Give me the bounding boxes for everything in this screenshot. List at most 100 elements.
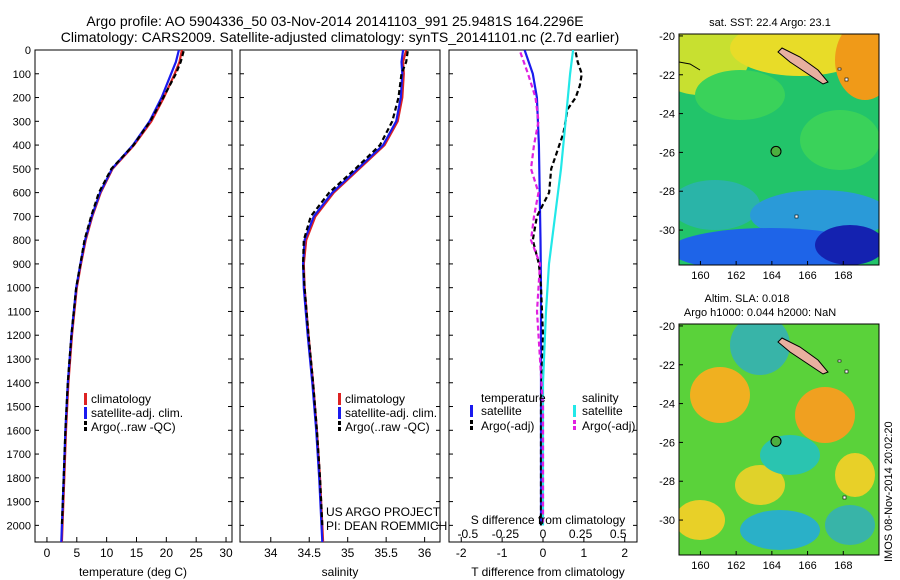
sst-warm-patch: [730, 34, 870, 76]
x-tick-label: 168: [834, 270, 852, 282]
sla-high-patch: [795, 387, 855, 443]
x-tick-label: 25: [190, 546, 204, 560]
sst-cool-patch: [679, 180, 760, 230]
x-tick-label: 160: [691, 270, 709, 282]
y-tick-label: 1700: [7, 449, 31, 461]
series-line: [531, 52, 583, 526]
figure-title-line2: Climatology: CARS2009. Satellite-adjuste…: [61, 29, 619, 45]
sla-high-patch: [679, 500, 725, 540]
x-tick-label: 15: [130, 546, 144, 560]
legend-title-temperature: temperature: [481, 391, 546, 405]
x2-tick-label: 0.5: [610, 527, 627, 541]
y-tick-label: -30: [659, 225, 675, 237]
sla-map-panel: Altim. SLA: 0.018 Argo h1000: 0.044 h200…: [659, 293, 880, 572]
x-tick-label: 2: [621, 546, 628, 560]
y-tick-label: -24: [659, 109, 675, 121]
legend-label-argo: Argo(..raw -QC): [91, 420, 176, 434]
salinity-legend: climatology satellite-adj. clim. Argo(..…: [338, 392, 437, 434]
island-marker: [837, 359, 842, 363]
y-tick-label: 700: [13, 211, 31, 223]
x-tick-label: 164: [763, 270, 781, 282]
x2-tick-label: -0.5: [457, 527, 478, 541]
sst-map-title: sat. SST: 22.4 Argo: 23.1: [709, 17, 831, 29]
s-difference-label: S difference from climatology: [471, 513, 626, 527]
x-tick-label: 20: [160, 546, 174, 560]
sst-warm-patch: [835, 34, 879, 100]
x-tick-label: -1: [497, 546, 508, 560]
legend-label-climatology: climatology: [345, 392, 405, 406]
x-tick-label: -2: [456, 546, 467, 560]
legend-label-temp-argo: Argo(-adj): [481, 419, 534, 433]
x-tick-label: 36: [418, 546, 432, 560]
y-tick-label: 0: [25, 45, 31, 57]
legend-label-satellite: satellite-adj. clim.: [345, 406, 437, 420]
series-line: [60, 50, 185, 526]
y-tick-label: -26: [659, 147, 675, 159]
y-tick-label: -28: [659, 476, 675, 488]
sla-map-title-line1: Altim. SLA: 0.018: [705, 293, 790, 305]
y-tick-label: -24: [659, 399, 675, 411]
series-line: [541, 50, 575, 526]
x-tick-label: 30: [219, 546, 233, 560]
coastline-outline: [679, 61, 701, 71]
sst-map-panel: sat. SST: 22.4 Argo: 23.1 160 162 164 166 16…: [659, 17, 880, 282]
y-tick-label: 200: [13, 93, 31, 105]
x-tick-label: 164: [763, 560, 781, 572]
y-tick-label: 1500: [7, 402, 31, 414]
y-tick-label: 1200: [7, 330, 31, 342]
x-tick-label: 34.5: [298, 546, 322, 560]
t-difference-label: T difference from climatology: [471, 565, 625, 579]
legend-label-satellite: satellite-adj. clim.: [91, 406, 183, 420]
island-marker: [794, 214, 799, 219]
temperature-panel: 0 5 10 15 20 25 300100200300400500600700800900…: [7, 45, 234, 579]
difference-panel: -2 -1 0 1 2 -0.5 -0.25 0 0.25 0.5 S difference fr…: [448, 49, 638, 579]
legend-swatch-satellite: [338, 407, 341, 419]
y-tick-label: 600: [13, 188, 31, 200]
sst-warm-patch: [695, 70, 785, 120]
x-tick-label: 35: [341, 546, 355, 560]
x-tick-label: 160: [691, 560, 709, 572]
project-credit-line1: US ARGO PROJECT: [326, 505, 441, 519]
series-line: [523, 50, 543, 526]
legend-swatch-climatology: [84, 393, 87, 405]
x2-tick-label: 0.25: [569, 527, 593, 541]
legend-label-sal-argo: Argo(-adj): [582, 419, 635, 433]
x-tick-label: 34: [264, 546, 278, 560]
legend-title-salinity: salinity: [582, 391, 619, 405]
legend-label-temp-satellite: satellite: [481, 404, 522, 418]
y-tick-label: 1300: [7, 354, 31, 366]
new-caledonia-land: [777, 337, 829, 375]
sla-low-patch: [760, 435, 820, 475]
y-tick-label: 1100: [7, 306, 31, 318]
legend-label-argo: Argo(..raw -QC): [345, 420, 430, 434]
x-tick-label: 166: [798, 560, 816, 572]
new-caledonia-land: [777, 47, 829, 85]
y-tick-label: -20: [659, 321, 675, 333]
x-tick-label: 5: [73, 546, 80, 560]
y-tick-label: 800: [13, 235, 31, 247]
sla-low-patch: [730, 324, 790, 375]
y-tick-label: -20: [659, 31, 675, 43]
temperature-x-label: temperature (deg C): [79, 565, 187, 579]
legend-swatch-satellite: [84, 407, 87, 419]
salinity-panel: 34 34.5 35 35.5 36 salinity climatology sate…: [239, 49, 447, 579]
y-tick-label: 1000: [7, 283, 31, 295]
sst-cold-patch: [815, 225, 879, 265]
y-tick-label: 1400: [7, 378, 31, 390]
x-tick-label: 162: [727, 270, 745, 282]
y-tick-label: 1600: [7, 425, 31, 437]
sla-high-patch: [690, 367, 750, 423]
difference-legend: temperature satellite Argo(-adj) salinit…: [470, 391, 635, 433]
x-tick-label: 1: [581, 546, 588, 560]
temperature-legend: climatology satellite-adj. clim. Argo(..…: [84, 392, 183, 434]
island-marker: [837, 67, 842, 71]
y-tick-label: 300: [13, 116, 31, 128]
y-tick-label: 100: [13, 69, 31, 81]
sst-mid-patch: [800, 110, 879, 170]
project-credit-line2: PI: DEAN ROEMMICH: [326, 519, 447, 533]
legend-swatch-climatology: [338, 393, 341, 405]
sla-map-title-line2: Argo h1000: 0.044 h2000: NaN: [684, 307, 836, 319]
argo-float-location-marker: [770, 435, 782, 447]
series-line: [519, 52, 545, 526]
